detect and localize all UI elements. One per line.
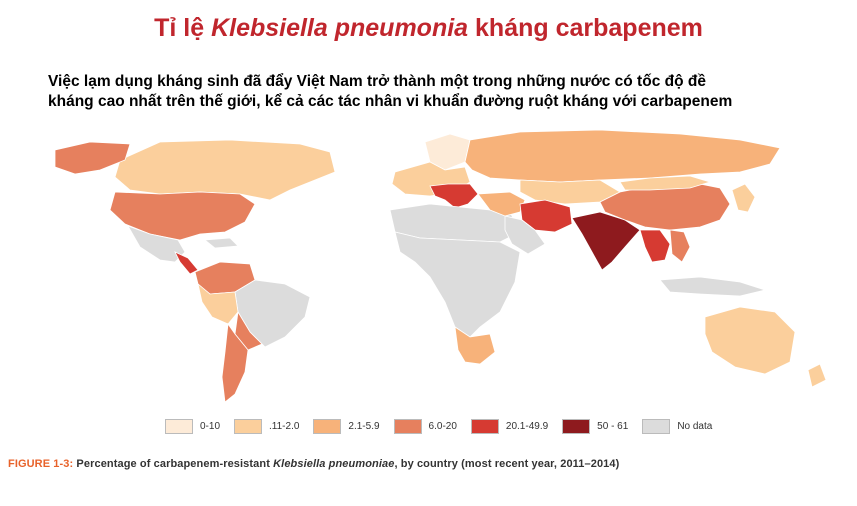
caption-text-before: Percentage of carbapenem-resistant bbox=[73, 458, 274, 470]
legend-swatch bbox=[642, 418, 671, 434]
legend-item: .11-2.0 bbox=[234, 418, 300, 434]
region-greenland bbox=[54, 141, 131, 175]
region-canada bbox=[114, 139, 336, 201]
subtitle-line-2: kháng cao nhất trên thế giới, kể cả các … bbox=[48, 93, 733, 110]
legend-swatch bbox=[562, 418, 591, 434]
region-mongolia bbox=[619, 175, 712, 191]
legend-label: No data bbox=[677, 420, 713, 432]
legend-label: .11-2.0 bbox=[269, 420, 300, 432]
map-legend: 0-10 .11-2.0 2.1-5.9 6.0-20 20.1-49.9 50 - 61… bbox=[165, 415, 726, 437]
legend-swatch bbox=[165, 418, 193, 434]
region-peru-bolivia bbox=[197, 282, 239, 325]
region-new-zealand bbox=[807, 363, 827, 388]
slide-title: Tỉ lệ Klebsiella pneumonia kháng carbape… bbox=[0, 14, 857, 43]
title-prefix: Tỉ lệ bbox=[154, 14, 212, 42]
world-map bbox=[0, 112, 857, 412]
legend-label: 6.0-20 bbox=[428, 420, 457, 432]
slide-subtitle: Việc lạm dụng kháng sinh đã đẩy Việt Nam… bbox=[48, 72, 838, 112]
title-suffix: kháng carbapenem bbox=[468, 14, 703, 42]
region-paraguay bbox=[234, 310, 263, 351]
title-italic: Klebsiella pneumonia bbox=[211, 14, 469, 42]
legend-label: 0-10 bbox=[200, 420, 221, 432]
figure-caption: FIGURE 1-3: Percentage of carbapenem-res… bbox=[8, 458, 619, 470]
region-usa bbox=[109, 191, 256, 241]
legend-swatch bbox=[393, 418, 422, 434]
region-middle-east bbox=[477, 191, 526, 217]
region-arabia bbox=[504, 215, 546, 255]
region-russia bbox=[464, 129, 781, 183]
legend-label: 50 - 61 bbox=[597, 420, 629, 432]
legend-item: 6.0-20 bbox=[393, 418, 457, 434]
region-south-africa bbox=[454, 326, 496, 365]
caption-text-after: , by country (most recent year, 2011–201… bbox=[394, 458, 620, 470]
region-central-america bbox=[174, 251, 199, 275]
region-argentina-chile bbox=[221, 322, 249, 403]
legend-swatch bbox=[313, 418, 342, 434]
world-map-svg bbox=[54, 129, 827, 403]
region-caribbean bbox=[203, 237, 239, 249]
region-australia bbox=[704, 306, 796, 375]
legend-label: 20.1-49.9 bbox=[505, 420, 549, 432]
legend-swatch bbox=[234, 418, 263, 434]
region-india bbox=[571, 211, 641, 271]
subtitle-line-1: Việc lạm dụng kháng sinh đã đẩy Việt Nam… bbox=[48, 73, 706, 90]
region-vietnam bbox=[669, 229, 691, 263]
legend-swatch bbox=[470, 418, 499, 434]
caption-italic: Klebsiella pneumoniae bbox=[273, 458, 395, 470]
region-japan-korea bbox=[731, 183, 756, 213]
legend-item: No data bbox=[642, 418, 713, 434]
figure-label: FIGURE 1-3: bbox=[8, 458, 74, 470]
region-africa bbox=[394, 231, 521, 338]
legend-item: 20.1-49.9 bbox=[470, 418, 549, 434]
region-indonesia bbox=[659, 276, 767, 297]
region-italy-greece bbox=[429, 183, 479, 209]
region-southeast-asia bbox=[639, 229, 671, 263]
legend-label: 2.1-5.9 bbox=[348, 420, 380, 432]
legend-item: 50 - 61 bbox=[562, 418, 629, 434]
legend-item: 0-10 bbox=[165, 418, 221, 434]
legend-item: 2.1-5.9 bbox=[313, 418, 380, 434]
